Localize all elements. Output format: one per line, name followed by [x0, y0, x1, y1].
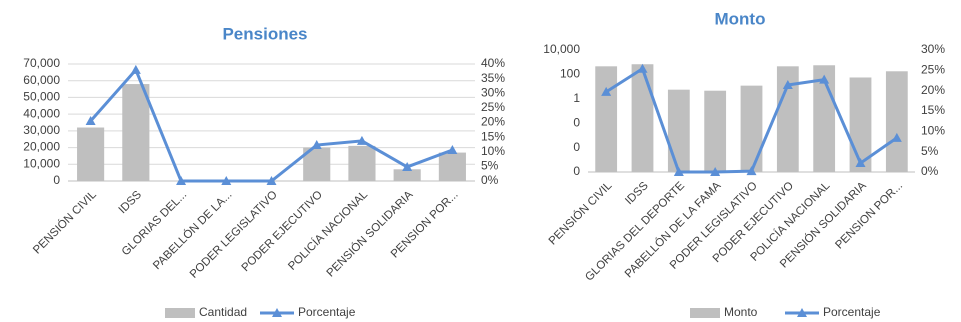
y-tick-label: 0: [573, 164, 580, 178]
marker: [447, 144, 458, 154]
bar: [438, 152, 466, 181]
y2-tick-label: 25%: [481, 100, 505, 114]
y2-tick-label: 5%: [481, 159, 499, 173]
marker: [311, 140, 322, 150]
legend-label: Monto: [724, 305, 758, 319]
marker: [782, 79, 793, 89]
marker: [221, 176, 232, 185]
bar: [740, 85, 763, 172]
marker: [176, 176, 187, 185]
x-tick-label: PENSIÓN CIVIL: [546, 179, 615, 248]
x-tick-label: PODER LEGISLATIVO: [188, 189, 280, 281]
y2-tick-label: 25%: [921, 63, 945, 77]
marker: [710, 167, 721, 176]
y2-tick-label: 30%: [921, 42, 945, 56]
marker: [637, 63, 648, 73]
marker: [601, 86, 612, 96]
marker: [855, 158, 866, 168]
marker: [891, 132, 902, 142]
y-tick-label: 0: [53, 173, 60, 187]
legend-label: Porcentaje: [298, 305, 356, 319]
bar: [667, 89, 690, 172]
legend-label: Cantidad: [199, 305, 247, 319]
y-tick-label: 20,000: [23, 140, 60, 154]
bar: [393, 169, 421, 181]
y-tick-label: 50,000: [23, 90, 60, 104]
bar: [77, 127, 105, 181]
legend-swatch: [690, 308, 720, 318]
y2-tick-label: 20%: [921, 83, 945, 97]
marker: [85, 116, 96, 126]
y-tick-label: 30,000: [23, 123, 60, 137]
bar: [348, 145, 376, 181]
marker: [266, 176, 277, 185]
bar: [122, 84, 150, 181]
y-tick-label: 40,000: [23, 106, 60, 120]
x-tick-label: PENSION POR...: [833, 180, 905, 252]
y2-tick-label: 20%: [481, 115, 505, 129]
bar: [776, 66, 799, 172]
marker: [819, 74, 830, 84]
y2-tick-label: 10%: [921, 124, 945, 138]
bar: [631, 64, 654, 172]
chart-title: Pensiones: [222, 24, 307, 43]
y2-tick-label: 15%: [921, 103, 945, 117]
marker: [356, 135, 367, 145]
y-tick-label: 60,000: [23, 73, 60, 87]
chart-title: Monto: [715, 9, 766, 28]
legend-swatch: [165, 308, 195, 318]
marker: [746, 166, 757, 176]
y2-tick-label: 5%: [921, 144, 939, 158]
marker: [673, 167, 684, 176]
legend-swatch: [797, 308, 807, 317]
y2-tick-label: 15%: [481, 129, 505, 143]
y2-tick-label: 30%: [481, 85, 505, 99]
x-tick-label: IDSS: [623, 180, 651, 208]
x-tick-label: PABELLÓN DE LA...: [150, 188, 234, 272]
y-tick-label: 100: [560, 67, 580, 81]
y-tick-label: 10,000: [23, 156, 60, 170]
x-tick-label: IDSS: [117, 189, 145, 217]
x-tick-label: PODER EJECUTIVO: [240, 189, 325, 274]
x-tick-label: PENSIÓN CIVIL: [30, 188, 99, 257]
y-tick-label: 0: [573, 115, 580, 129]
marker: [402, 161, 413, 171]
y2-tick-label: 10%: [481, 144, 505, 158]
x-tick-label: PENSIÓN SOLIDARIA: [324, 188, 416, 280]
y2-tick-label: 40%: [481, 56, 505, 70]
marker: [130, 64, 141, 74]
bar: [595, 66, 618, 172]
legend-label: Porcentaje: [823, 305, 881, 319]
legend-swatch: [272, 308, 282, 317]
bar: [704, 90, 727, 172]
y-tick-label: 0: [573, 140, 580, 154]
y2-tick-label: 0%: [921, 164, 939, 178]
y-tick-label: 10,000: [543, 42, 580, 56]
x-tick-label: POLICÍA NACIONAL: [286, 188, 371, 273]
bar: [885, 71, 908, 172]
y2-tick-label: 0%: [481, 173, 499, 187]
y-tick-label: 1: [573, 91, 580, 105]
y2-tick-label: 35%: [481, 71, 505, 85]
y-tick-label: 70,000: [23, 56, 60, 70]
